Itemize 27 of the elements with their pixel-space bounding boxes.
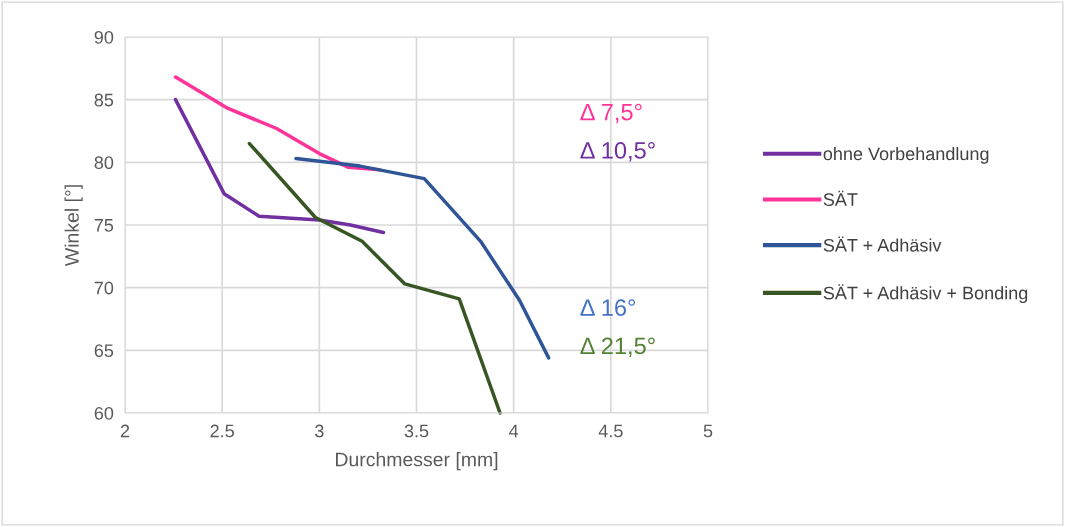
x-tick-label: 2 (120, 424, 130, 438)
x-tick-label: 4.5 (598, 424, 623, 438)
y-tick-label: 85 (94, 93, 114, 107)
legend-label: SÄT (823, 190, 858, 206)
annotation: Δ 7,5° (580, 103, 642, 124)
annotation: Δ 16° (580, 299, 636, 316)
legend-label: SÄT + Adhäsiv (823, 236, 942, 252)
y-tick-label: 60 (94, 406, 114, 420)
y-tick-label: 70 (94, 281, 114, 295)
y-tick-label: 80 (94, 156, 114, 170)
x-tick-label: 5 (703, 424, 713, 438)
x-tick-label: 4 (509, 424, 519, 438)
annotation: Δ 21,5° (580, 337, 655, 358)
x-axis-title: Durchmesser [mm] (335, 452, 498, 471)
y-tick-label: 65 (94, 344, 114, 358)
y-axis-title: Winkel [°] (64, 185, 83, 267)
legend-label: ohne Vorbehandlung (823, 146, 989, 164)
x-tick-label: 2.5 (210, 424, 234, 438)
x-tick-label: 3 (315, 424, 324, 438)
y-tick-label: 90 (94, 30, 114, 44)
legend-label: SÄT + Adhäsiv + Bonding (823, 284, 1028, 304)
line-series (294, 156, 551, 360)
annotation: Δ 10,5° (580, 142, 655, 162)
x-tick-label: 3.5 (404, 424, 429, 438)
line-series (247, 141, 502, 415)
line-series (173, 97, 386, 235)
y-tick-label: 75 (94, 219, 114, 232)
